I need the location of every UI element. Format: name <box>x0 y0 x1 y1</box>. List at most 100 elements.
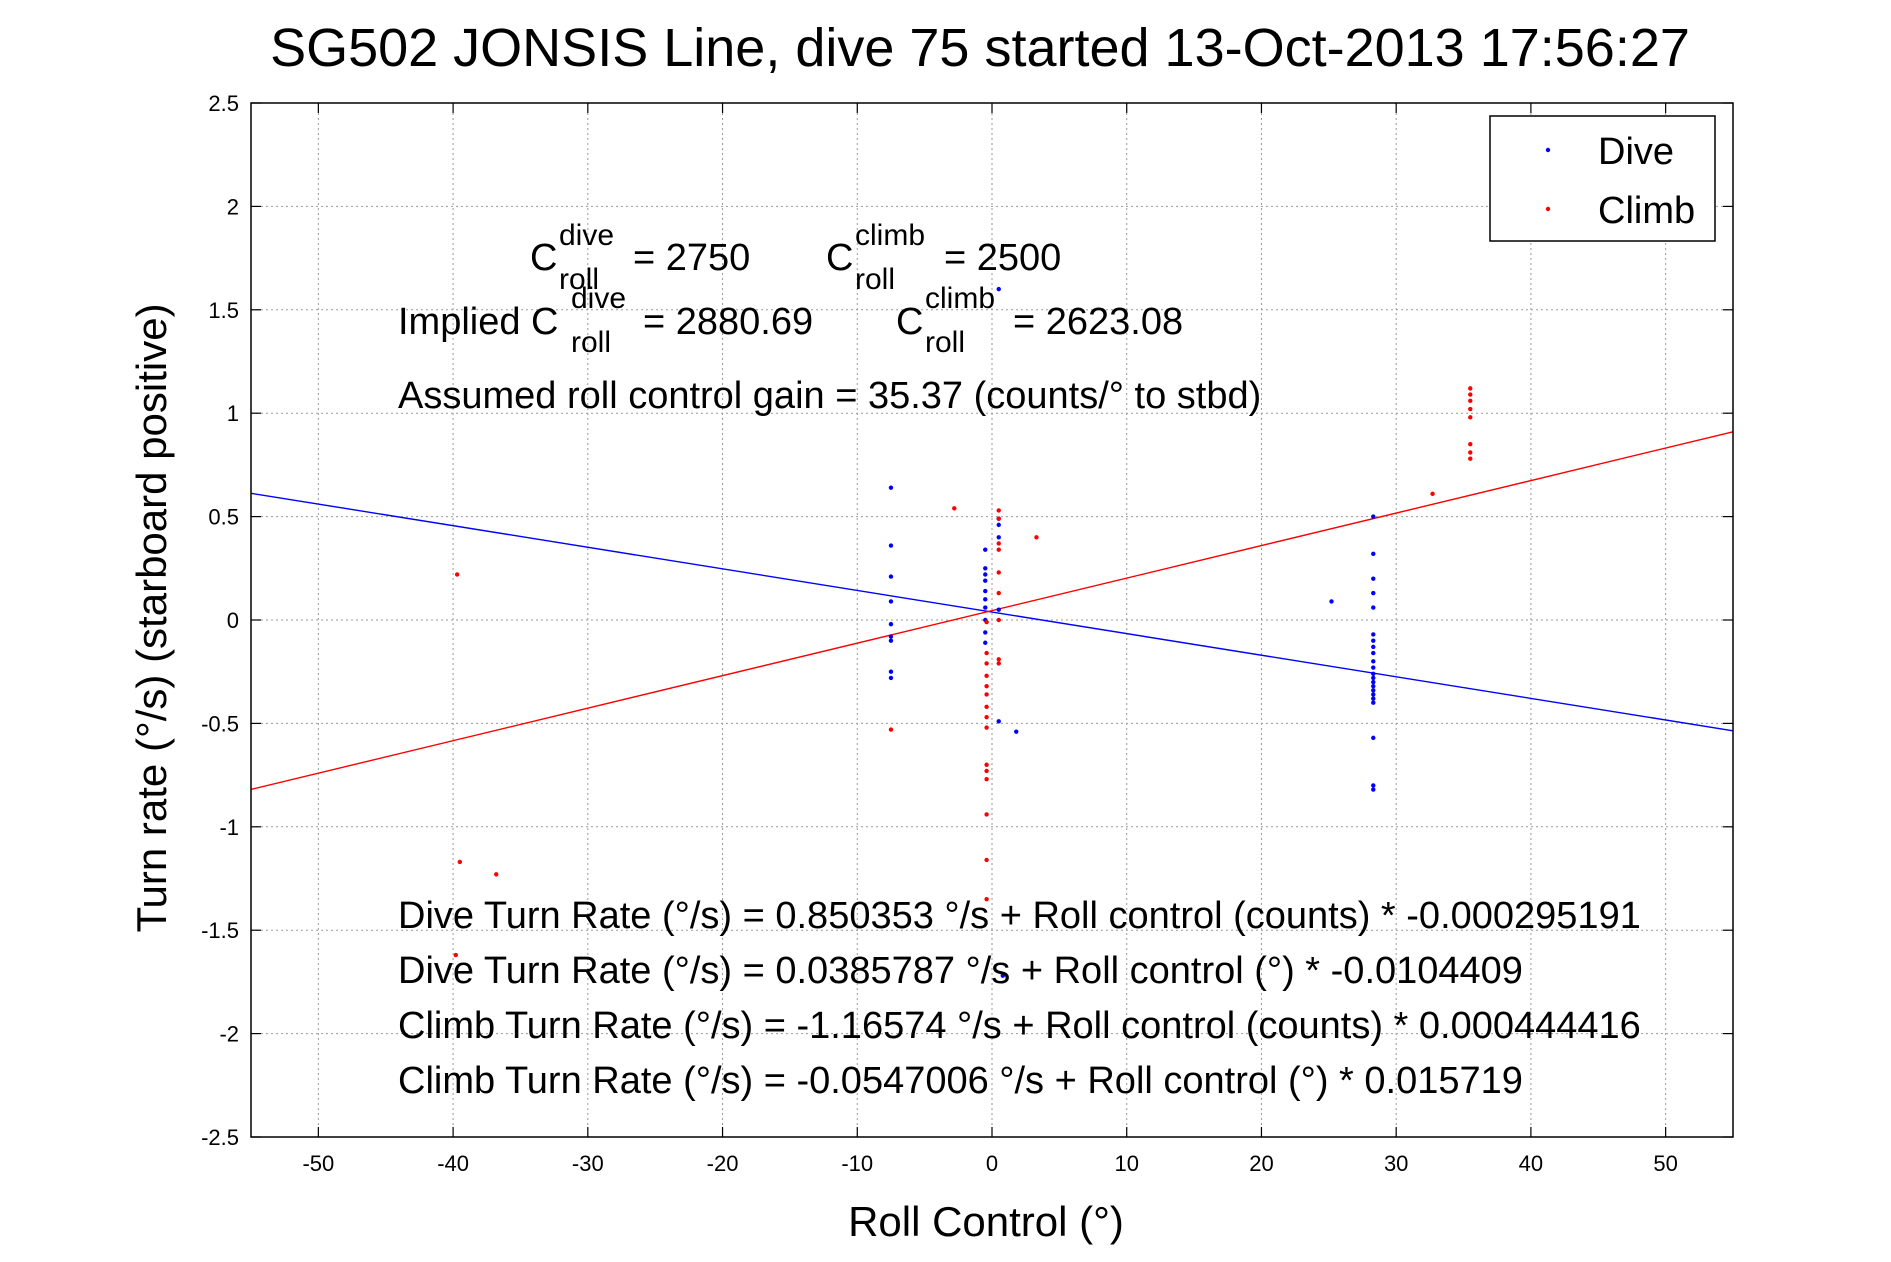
y-tick-label: -2 <box>219 1022 239 1047</box>
dive-point <box>983 588 988 594</box>
climb-point <box>454 572 460 577</box>
y-tick-label: 0.5 <box>208 505 239 530</box>
c-dive-sub: roll <box>559 263 599 296</box>
x-tick-label: 30 <box>1384 1151 1408 1176</box>
legend-climb-marker <box>1545 206 1551 212</box>
climb-point <box>1468 450 1473 455</box>
climb-point <box>453 952 458 958</box>
implied-c-dive-sup: dive <box>571 282 626 315</box>
dive-point <box>1371 650 1376 656</box>
legend-climb-label: Climb <box>1598 190 1695 232</box>
dive-point <box>983 547 988 552</box>
climb-point <box>1430 491 1435 497</box>
dive-point <box>1371 576 1376 581</box>
y-tick-label: 0 <box>227 608 239 633</box>
climb-point <box>984 704 989 710</box>
c-dive-sup: dive <box>559 219 614 252</box>
c-dive-value: = 2750 <box>633 237 750 279</box>
dive-point <box>1371 679 1376 685</box>
x-axis-label: Roll Control (°) <box>848 1198 1124 1245</box>
c-climb-symbol: C <box>826 237 853 279</box>
x-tick-label: -50 <box>302 1151 334 1176</box>
dive-point <box>996 535 1001 540</box>
climb-point <box>984 673 989 679</box>
dive-point <box>888 669 894 674</box>
x-tick-label: -30 <box>572 1151 604 1176</box>
climb-point <box>1468 406 1473 412</box>
c-dive-symbol: C <box>530 237 557 279</box>
legend-box <box>1489 115 1716 242</box>
y-tick-label: -2.5 <box>201 1125 239 1150</box>
x-tick-label: -20 <box>707 1151 739 1176</box>
dive-point <box>1371 700 1376 705</box>
climb-point <box>984 661 989 666</box>
dive-point <box>1371 675 1376 681</box>
dive-point <box>983 605 988 610</box>
climb-point <box>996 508 1001 513</box>
climb-point <box>996 617 1001 623</box>
dive-point <box>1371 644 1376 650</box>
dive-point <box>888 599 894 604</box>
y-tick-label: 1.5 <box>208 298 239 323</box>
c-climb-sup: climb <box>855 219 925 252</box>
dive-point <box>1371 783 1376 788</box>
legend-dive-label: Dive <box>1598 131 1674 173</box>
dive-point <box>1014 729 1019 734</box>
data-points <box>453 286 1473 978</box>
y-tick-label: -1.5 <box>201 918 239 943</box>
climb-point <box>996 541 1001 546</box>
climb-point <box>996 516 1001 521</box>
climb-point <box>1468 415 1473 420</box>
climb-point <box>1034 535 1039 540</box>
climb-point <box>984 725 989 730</box>
dive-point <box>983 572 988 577</box>
implied-c-climb-sup: climb <box>925 282 995 315</box>
climb-fit-line <box>250 431 1734 791</box>
dive-point <box>888 621 894 627</box>
legend: Dive Climb <box>1489 115 1716 242</box>
dive-point <box>983 566 988 571</box>
dive-point <box>888 485 894 490</box>
dive-point <box>888 543 894 548</box>
y-tick-label: -1 <box>219 815 239 840</box>
y-tick-label: 2.5 <box>208 91 239 116</box>
x-tick-label: 50 <box>1653 1151 1677 1176</box>
fit-equations: Dive Turn Rate (°/s) = 0.850353 °/s + Ro… <box>398 895 1641 1102</box>
roll-center-annotation: C dive roll = 2750 C climb roll = 2500 I… <box>398 219 1261 417</box>
climb-point <box>457 859 463 865</box>
y-axis-label: Turn rate (°/s) (starboard positive) <box>128 303 175 932</box>
dive-equation-degrees: Dive Turn Rate (°/s) = 0.0385787 °/s + R… <box>398 950 1523 992</box>
climb-point <box>996 547 1001 552</box>
dive-point <box>996 522 1001 528</box>
climb-point <box>984 619 989 625</box>
climb-equation-counts: Climb Turn Rate (°/s) = -1.16574 °/s + R… <box>398 1005 1641 1047</box>
dive-point <box>996 286 1001 292</box>
dive-point <box>1371 735 1376 741</box>
dive-point <box>983 578 988 583</box>
dive-point <box>1000 973 1005 978</box>
dive-point <box>983 597 988 602</box>
climb-point <box>984 762 989 767</box>
climb-point <box>996 661 1001 666</box>
dive-point <box>996 607 1001 612</box>
dive-point <box>1371 551 1376 557</box>
implied-c-climb-symbol: C <box>896 301 923 343</box>
implied-c-climb-sub: roll <box>925 326 965 359</box>
climb-point <box>888 727 894 732</box>
climb-point <box>952 506 957 511</box>
y-tick-label: 2 <box>227 194 239 219</box>
climb-equation-degrees: Climb Turn Rate (°/s) = -0.0547006 °/s +… <box>398 1060 1523 1102</box>
x-tick-label: 10 <box>1114 1151 1138 1176</box>
climb-point <box>984 683 989 689</box>
dive-point <box>888 634 894 639</box>
dive-point <box>983 630 988 635</box>
dive-point <box>1371 665 1376 670</box>
climb-point <box>984 692 989 697</box>
climb-point <box>984 650 989 656</box>
dive-point <box>1329 599 1334 604</box>
x-tick-label: -10 <box>841 1151 873 1176</box>
roll-gain-text: Assumed roll control gain = 35.37 (count… <box>398 375 1261 417</box>
climb-point <box>984 714 989 720</box>
y-tick-label: 1 <box>227 401 239 426</box>
